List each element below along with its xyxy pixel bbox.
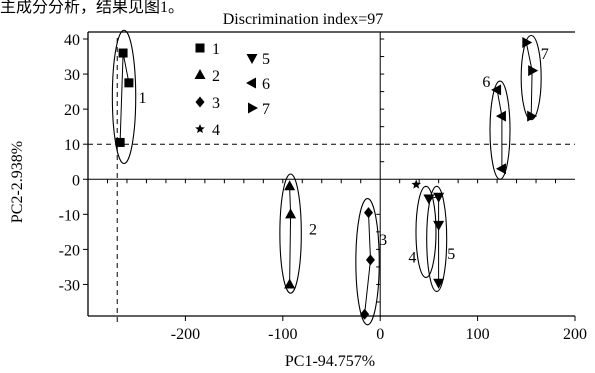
cluster-ellipse-1 [111, 29, 137, 165]
x-tick-label: -100 [268, 326, 297, 343]
point-series-7 [522, 37, 533, 49]
x-tick-label: 200 [563, 326, 587, 343]
series-line-5 [428, 196, 440, 283]
cluster-label-5: 5 [447, 246, 455, 263]
legend-marker-5 [246, 54, 258, 64]
y-tick-label: 0 [72, 172, 80, 189]
series-line-7 [525, 42, 533, 117]
y-tick-label: 20 [64, 102, 80, 119]
cluster-ellipse-6 [489, 80, 511, 180]
legend-label-5: 5 [262, 51, 270, 68]
point-series-6 [495, 163, 506, 175]
reference-lines [88, 38, 575, 326]
point-series-5 [423, 194, 435, 205]
y-axis-label: PC2-2.938% [9, 141, 26, 223]
y-tick-label: -20 [59, 242, 80, 259]
legend-label-3: 3 [212, 95, 220, 112]
legend-label-1: 1 [212, 41, 220, 58]
cluster-label-2: 2 [309, 221, 317, 238]
point-series-4 [411, 179, 421, 189]
x-tick-label: 100 [466, 326, 490, 343]
cluster-label-1: 1 [139, 90, 147, 107]
legend-marker-3 [195, 96, 205, 108]
x-tick-label: -200 [171, 326, 200, 343]
point-series-6 [495, 110, 506, 122]
cluster-ellipse-2 [279, 173, 302, 294]
point-series-1 [118, 48, 128, 58]
point-series-7 [527, 110, 538, 122]
cluster-ellipse-5 [426, 185, 448, 293]
cluster-label-3: 3 [379, 232, 387, 249]
point-series-3 [360, 308, 370, 320]
legend-label-6: 6 [262, 76, 270, 93]
caption-fragment: 主成分分析，结果见图1。 [0, 0, 185, 16]
point-series-2 [285, 208, 297, 219]
series-line-1 [119, 52, 130, 143]
point-series-1 [124, 78, 134, 88]
data-points [115, 37, 539, 320]
legend-label-2: 2 [212, 68, 220, 85]
series-line-6 [496, 89, 503, 169]
y-tick-label: 30 [64, 67, 80, 84]
legend-label-4: 4 [212, 122, 220, 139]
legend-marker-7 [248, 102, 258, 114]
cluster-ellipse-7 [520, 34, 542, 121]
y-tick-label: -10 [59, 207, 80, 224]
x-axis-label: PC1-94.757% [285, 353, 375, 370]
point-series-6 [491, 84, 502, 96]
cluster-ellipse-3 [355, 197, 380, 326]
x-tick-label: 0 [376, 326, 384, 343]
cluster-label-4: 4 [408, 249, 416, 266]
cluster-label-6: 6 [482, 74, 490, 91]
point-series-2 [284, 180, 296, 191]
legend-marker-1 [195, 43, 205, 53]
legend-marker-6 [246, 77, 256, 89]
point-series-5 [433, 220, 445, 231]
cluster-label-7: 7 [541, 46, 549, 63]
y-tick-label: -30 [59, 277, 80, 294]
point-series-5 [433, 278, 445, 289]
cluster-ellipse-4 [415, 185, 437, 278]
chart-title: Discrimination index=97 [223, 11, 384, 28]
legend-label-7: 7 [262, 101, 270, 118]
point-series-3 [365, 254, 375, 266]
point-series-5 [433, 192, 445, 203]
point-series-7 [528, 65, 539, 77]
legend-marker-2 [194, 69, 206, 79]
series-line-2 [289, 186, 292, 285]
y-tick-label: 40 [64, 32, 80, 49]
point-series-2 [284, 278, 296, 289]
legend: 1 2 3 4 5 6 7 [194, 41, 270, 139]
point-series-1 [115, 137, 125, 147]
point-series-3 [364, 207, 374, 219]
y-tick-label: 10 [64, 137, 80, 154]
cluster-ellipses: 1 2 3 4 5 6 7 [111, 29, 549, 326]
legend-marker-4 [195, 124, 205, 133]
